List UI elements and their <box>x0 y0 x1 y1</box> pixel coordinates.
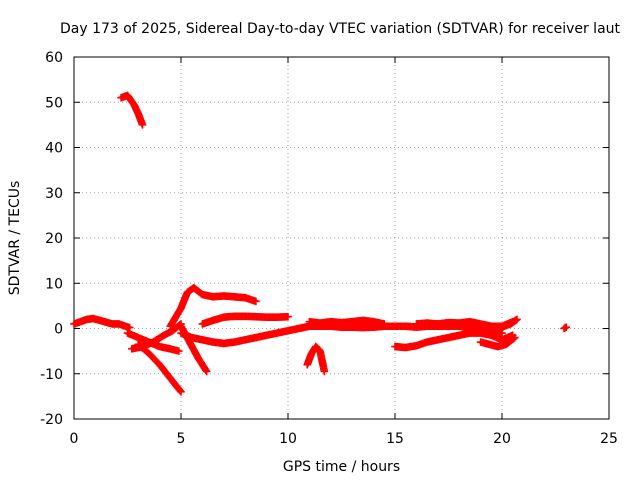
series-arc-mid-upper <box>198 312 292 328</box>
y-tick-label: 60 <box>45 50 63 66</box>
series-arc-peak <box>166 283 260 331</box>
x-tick-label: 25 <box>600 431 618 447</box>
data-point <box>125 323 134 332</box>
data-point <box>252 297 260 306</box>
y-tick-label: 10 <box>45 276 63 292</box>
y-tick-label: 20 <box>45 231 63 247</box>
y-tick-label: 30 <box>45 186 63 202</box>
axis-ticks: 0 5 10 15 20 25 -20 -10 0 10 20 30 40 50 60 <box>40 50 618 447</box>
data-point <box>562 323 570 331</box>
series-arc-end-low <box>476 333 519 351</box>
x-tick-label: 10 <box>279 431 297 447</box>
data-point <box>202 367 211 376</box>
y-tick-label: 0 <box>54 322 63 338</box>
data-point <box>511 333 519 342</box>
series-arc-dip <box>134 340 185 396</box>
series-arc-end-rise <box>487 315 521 337</box>
x-tick-label: 20 <box>493 431 511 447</box>
x-axis-label: GPS time / hours <box>283 459 400 475</box>
data-point <box>175 347 183 355</box>
y-tick-label: -10 <box>40 367 63 383</box>
y-tick-label: -20 <box>40 412 63 428</box>
x-tick-label: 0 <box>70 431 79 447</box>
x-tick-label: 5 <box>177 431 186 447</box>
data-points <box>70 91 570 396</box>
data-point <box>177 388 185 396</box>
data-point <box>513 315 521 324</box>
data-point <box>380 320 389 328</box>
series-arc-dip-11 <box>303 342 329 376</box>
series-arc-upper-mid <box>305 316 389 328</box>
series-isolated <box>560 323 570 333</box>
series-arc-baseline-early <box>70 314 134 332</box>
chart-title: Day 173 of 2025, Sidereal Day-to-day VTE… <box>60 21 621 37</box>
y-tick-label: 40 <box>45 141 63 157</box>
series-arc-late-low <box>391 329 517 352</box>
data-point <box>320 367 329 376</box>
data-point <box>176 386 184 395</box>
grid <box>74 57 609 419</box>
series-arc-high <box>117 91 147 129</box>
data-point <box>138 121 147 129</box>
y-tick-label: 50 <box>45 95 63 111</box>
y-axis-label: SDTVAR / TECUs <box>7 181 23 296</box>
data-point <box>284 312 292 321</box>
data-point <box>509 334 518 343</box>
x-tick-label: 15 <box>386 431 404 447</box>
